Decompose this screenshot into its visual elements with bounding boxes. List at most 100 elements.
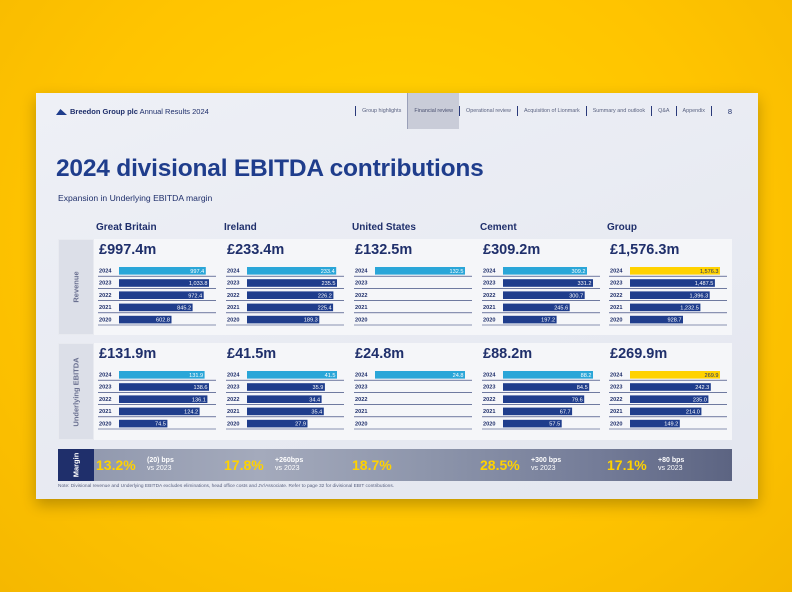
data-label-great-britain-2020: 74.5 xyxy=(155,422,166,428)
data-label-cement-2023: 331.2 xyxy=(578,281,592,287)
revenue-chart-cement: 2024 309.2 2023 331.2 2022 300.7 2021 245.6 2020… xyxy=(482,267,600,326)
revenue-chart-ireland: 2024 233.4 2023 235.5 2022 226.2 2021 225.4 2020… xyxy=(226,267,344,326)
top-bar: Breedon Group plc Annual Results 2024 Gr… xyxy=(36,93,758,129)
bar-ireland-2021 xyxy=(247,407,324,416)
ebitda-cell-ireland: £41.5m 2024 41.5 2023 35.9 2022 34.4 2021 35.4 20… xyxy=(224,343,348,439)
year-label: 2022 xyxy=(483,397,495,403)
nav-item-operational-review[interactable]: Operational review xyxy=(459,106,517,116)
data-label-great-britain-2021: 845.2 xyxy=(177,306,191,312)
bar-ireland-2020 xyxy=(247,315,320,324)
bar-group-2020 xyxy=(630,315,683,324)
page-title: 2024 divisional EBITDA contributions xyxy=(56,155,484,182)
nav-item-summary-and-outlook[interactable]: Summary and outlook xyxy=(585,106,651,116)
year-label: 2022 xyxy=(355,293,367,299)
slide: Breedon Group plc Annual Results 2024 Gr… xyxy=(36,93,758,499)
bar-group-2024 xyxy=(630,267,720,275)
row-label-margin: Margin xyxy=(58,449,94,481)
bar-great-britain-2024 xyxy=(119,267,206,275)
ebitda-headline-cement: £88.2m xyxy=(483,346,533,362)
year-label: 2022 xyxy=(227,293,239,299)
data-label-group-2023: 1,487.5 xyxy=(695,281,714,287)
bar-great-britain-2022 xyxy=(119,291,204,299)
column-header-group: Group xyxy=(607,222,637,233)
bar-cement-2023 xyxy=(503,383,590,391)
ebitda-chart-united-states: 2024 24.8 2023 2022 2021 2020 xyxy=(354,371,472,430)
page-subtitle: Expansion in Underlying EBITDA margin xyxy=(58,193,213,203)
margin-value: 13.2% xyxy=(96,457,136,473)
data-label-cement-2022: 300.7 xyxy=(569,293,583,299)
nav-item-appendix[interactable]: Appendix xyxy=(675,106,712,116)
bar-cement-2021 xyxy=(503,303,570,312)
page-number: 8 xyxy=(727,107,732,116)
margin-value: 28.5% xyxy=(480,457,520,473)
ebitda-cell-great-britain: £131.9m 2024 131.9 2023 138.6 2022 136.1 2021 12… xyxy=(96,343,220,439)
data-label-ireland-2023: 35.9 xyxy=(313,385,324,391)
bar-great-britain-2020 xyxy=(119,419,168,428)
bar-ireland-2022 xyxy=(247,395,322,403)
data-label-cement-2023: 84.5 xyxy=(577,385,588,391)
bar-great-britain-2022 xyxy=(119,395,208,403)
bar-united-states-2024 xyxy=(375,371,465,379)
bar-ireland-2023 xyxy=(247,279,337,287)
year-label: 2024 xyxy=(483,373,496,379)
row-label-ebitda-text: Underlying EBITDA xyxy=(71,356,81,427)
year-label: 2021 xyxy=(483,305,495,311)
year-label: 2020 xyxy=(355,421,367,427)
year-label: 2024 xyxy=(99,269,112,275)
year-label: 2024 xyxy=(355,269,368,275)
data-label-cement-2022: 79.6 xyxy=(572,397,583,403)
bar-great-britain-2021 xyxy=(119,407,200,416)
margin-value: 17.1% xyxy=(607,457,647,473)
bar-group-2021 xyxy=(630,303,701,312)
bar-group-2020 xyxy=(630,419,680,428)
ebitda-panel: £131.9m 2024 131.9 2023 138.6 2022 136.1 2021 12… xyxy=(94,343,732,440)
year-label: 2021 xyxy=(355,305,367,311)
revenue-cell-united-states: £132.5m 2024 132.5 2023 2022 2021 2020 xyxy=(352,239,476,335)
bar-ireland-2024 xyxy=(247,267,337,275)
ebitda-cell-cement: £88.2m 2024 88.2 2023 84.5 2022 79.6 2021 67.7 20… xyxy=(480,343,604,439)
year-label: 2020 xyxy=(99,421,111,427)
year-label: 2021 xyxy=(355,409,367,415)
data-label-ireland-2024: 233.4 xyxy=(321,269,335,275)
revenue-cell-cement: £309.2m 2024 309.2 2023 331.2 2022 300.7 2021 24… xyxy=(480,239,604,335)
ebitda-headline-great-britain: £131.9m xyxy=(99,346,157,362)
revenue-cell-group: £1,576.3m 2024 1,576.3 2023 1,487.5 2022 1,396… xyxy=(607,239,731,335)
nav-item-q-a[interactable]: Q&A xyxy=(651,106,675,116)
ebitda-chart-great-britain: 2024 131.9 2023 138.6 2022 136.1 2021 124.2 2020… xyxy=(98,371,216,430)
data-label-great-britain-2023: 1,033.8 xyxy=(189,281,208,287)
year-label: 2020 xyxy=(483,421,495,427)
year-label: 2022 xyxy=(610,397,622,403)
revenue-chart-united-states: 2024 132.5 2023 2022 2021 2020 xyxy=(354,267,472,326)
data-label-great-britain-2024: 131.9 xyxy=(189,373,203,379)
ebitda-chart-ireland: 2024 41.5 2023 35.9 2022 34.4 2021 35.4 2020 27.9 xyxy=(226,371,344,430)
ebitda-chart-group: 2024 269.9 2023 242.3 2022 235.0 2021 214.0 2020… xyxy=(609,371,727,430)
data-label-ireland-2020: 27.9 xyxy=(295,422,306,428)
ebitda-cell-group: £269.9m 2024 269.9 2023 242.3 2022 235.0 2021 21… xyxy=(607,343,731,439)
data-label-cement-2020: 197.2 xyxy=(541,318,555,324)
data-label-ireland-2023: 235.5 xyxy=(322,281,336,287)
data-label-group-2023: 242.3 xyxy=(695,385,709,391)
data-label-cement-2021: 67.7 xyxy=(560,410,571,416)
section-nav: Group highlights Financial review Operatio… xyxy=(355,93,712,129)
bar-group-2021 xyxy=(630,407,702,416)
brand: Breedon Group plc Annual Results 2024 xyxy=(56,107,209,116)
year-label: 2023 xyxy=(99,281,111,287)
row-label-revenue: Revenue xyxy=(58,239,94,335)
margin-value: 18.7% xyxy=(352,457,392,473)
ebitda-chart-cement: 2024 88.2 2023 84.5 2022 79.6 2021 67.7 2020 57.5 xyxy=(482,371,600,430)
bar-cement-2022 xyxy=(503,395,585,403)
nav-item-group-highlights[interactable]: Group highlights xyxy=(355,106,407,116)
nav-item-financial-review[interactable]: Financial review xyxy=(407,93,459,129)
year-label: 2020 xyxy=(227,421,239,427)
nav-item-acquisition-of-lionmark[interactable]: Acquisition of Lionmark xyxy=(516,106,586,116)
bar-group-2023 xyxy=(630,383,711,391)
bar-cement-2020 xyxy=(503,315,557,324)
revenue-headline-united-states: £132.5m xyxy=(355,242,413,258)
brand-suffix: Annual Results 2024 xyxy=(139,107,209,116)
revenue-headline-group: £1,576.3m xyxy=(610,242,680,258)
year-label: 2024 xyxy=(99,373,112,379)
data-label-group-2024: 269.9 xyxy=(705,373,719,379)
year-label: 2024 xyxy=(227,269,240,275)
data-label-great-britain-2020: 602.8 xyxy=(156,318,170,324)
bar-ireland-2024 xyxy=(247,371,337,379)
